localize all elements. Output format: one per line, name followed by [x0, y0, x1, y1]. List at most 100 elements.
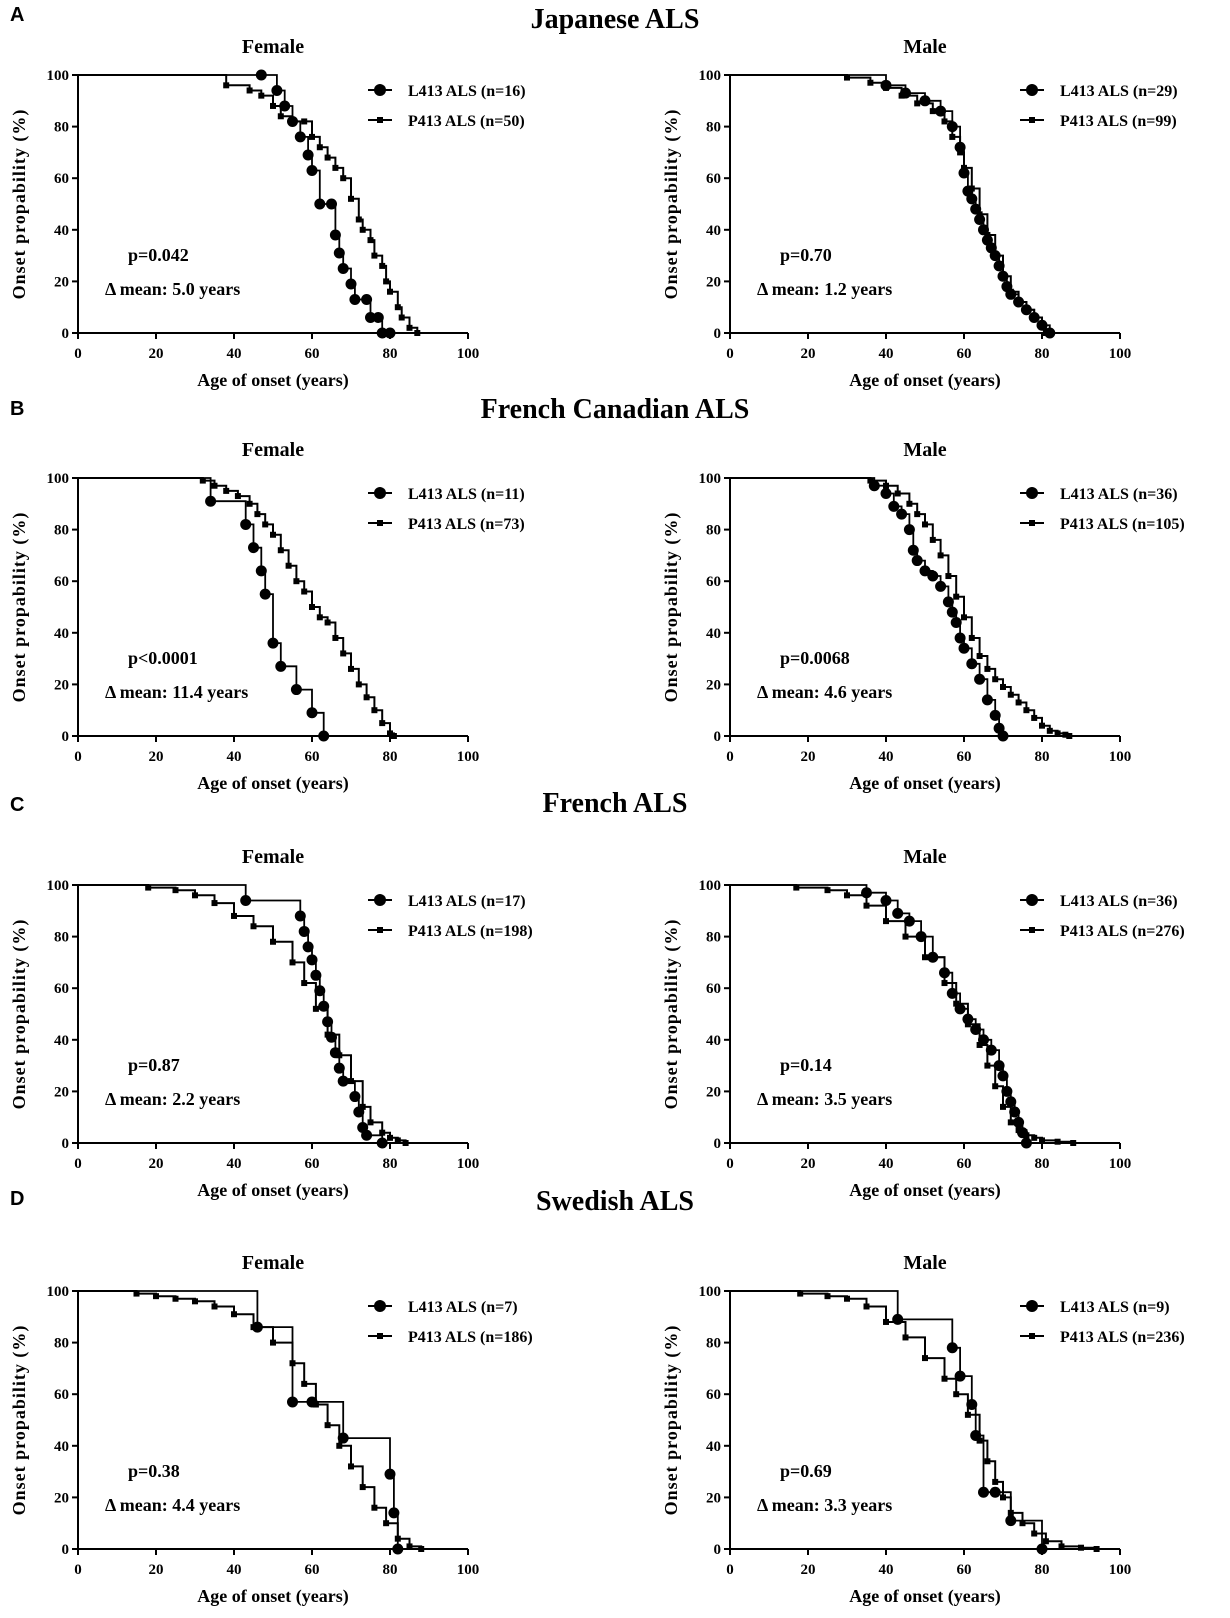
x-tick-label: 100 — [457, 346, 480, 362]
l413-marker — [896, 508, 908, 520]
p413-marker — [348, 665, 354, 672]
legend-marker-l413 — [374, 1300, 386, 1312]
p413-marker — [984, 665, 991, 672]
y-tick-label: 0 — [714, 729, 722, 745]
p413-marker — [402, 1140, 409, 1146]
p413-marker — [367, 1119, 374, 1126]
p413-marker — [937, 552, 944, 559]
x-tick-label: 60 — [305, 1562, 320, 1578]
x-tick-label: 100 — [1109, 1156, 1132, 1172]
p413-marker — [234, 493, 241, 500]
p413-marker — [992, 1478, 999, 1485]
l413-marker — [337, 263, 349, 274]
p413-marker — [964, 1021, 971, 1028]
p413-marker — [387, 1134, 393, 1141]
p413-marker — [883, 84, 889, 91]
p413-marker — [390, 733, 397, 739]
y-tick-label: 80 — [54, 523, 69, 539]
p413-marker — [394, 1535, 401, 1542]
km-curve-p413 — [730, 74, 1047, 333]
p413-marker — [262, 521, 269, 528]
y-tick-label: 20 — [54, 274, 69, 290]
legend-label-l413: L413 ALS (n=9) — [1060, 1299, 1170, 1316]
legend-label-l413: L413 ALS (n=17) — [408, 893, 526, 910]
p413-marker — [172, 1295, 179, 1302]
l413-marker — [1005, 1515, 1017, 1527]
l413-marker — [1020, 1137, 1032, 1149]
x-tick-label: 60 — [957, 749, 972, 765]
l413-marker — [970, 1023, 982, 1035]
legend-marker-l413 — [374, 487, 386, 499]
subplot-title: Male — [903, 439, 946, 461]
p413-marker — [968, 634, 975, 641]
p413-marker — [324, 619, 331, 626]
p413-marker — [976, 1437, 983, 1444]
l413-marker — [298, 925, 310, 937]
p413-marker — [1039, 322, 1045, 329]
p413-marker — [153, 1293, 159, 1300]
p413-marker — [293, 578, 300, 585]
y-tick-label: 40 — [54, 626, 69, 642]
y-tick-label: 0 — [714, 326, 722, 342]
p413-marker — [902, 933, 909, 940]
y-tick-label: 0 — [62, 1542, 70, 1558]
chart-c-female: Female 0 20 40 60 80 100 0 20 40 60 80 100 Age of ons… — [9, 846, 533, 1201]
subplot-title: Female — [242, 1252, 304, 1274]
p413-marker — [957, 149, 964, 156]
p413-marker — [145, 884, 152, 891]
y-tick-label: 20 — [706, 274, 721, 290]
p413-marker — [254, 511, 261, 518]
panel-letter-a: A — [10, 4, 25, 26]
legend-label-l413: L413 ALS (n=29) — [1060, 83, 1178, 100]
x-tick-label: 20 — [801, 749, 816, 765]
y-tick-label: 80 — [706, 930, 721, 946]
x-tick-label: 40 — [879, 749, 894, 765]
p413-marker — [312, 1401, 319, 1408]
p413-marker — [348, 1078, 354, 1085]
p413-marker — [992, 676, 999, 683]
y-tick-label: 100 — [699, 1284, 722, 1300]
y-tick-label: 60 — [54, 171, 69, 187]
p413-marker — [289, 959, 296, 966]
p413-marker — [359, 226, 366, 233]
l413-marker — [946, 606, 958, 618]
x-tick-label: 40 — [227, 1562, 242, 1578]
legend-label-l413: L413 ALS (n=7) — [408, 1299, 518, 1316]
l413-marker — [974, 673, 986, 685]
p413-marker — [270, 531, 276, 538]
y-axis-label: Onset propability (%) — [661, 512, 682, 703]
y-tick-label: 20 — [706, 1084, 721, 1100]
p413-marker — [894, 490, 901, 497]
p413-marker — [1070, 1140, 1077, 1146]
x-tick-label: 80 — [1035, 749, 1050, 765]
y-axis-label: Onset propability (%) — [9, 109, 30, 300]
l413-marker — [911, 555, 923, 567]
y-tick-label: 0 — [714, 1542, 722, 1558]
y-tick-label: 80 — [54, 930, 69, 946]
p-value-annotation: p<0.0001 — [128, 648, 198, 668]
legend-label-p413: P413 ALS (n=236) — [1060, 1329, 1185, 1346]
y-tick-label: 100 — [699, 68, 722, 84]
x-axis-label: Age of onset (years) — [197, 773, 348, 794]
x-tick-label: 20 — [801, 346, 816, 362]
p413-marker — [961, 164, 967, 171]
p413-marker — [1015, 699, 1022, 706]
p413-marker — [824, 1293, 831, 1300]
p413-marker — [984, 1062, 991, 1069]
x-tick-label: 0 — [74, 1562, 82, 1578]
x-tick-label: 0 — [726, 749, 734, 765]
y-tick-label: 80 — [54, 1336, 69, 1352]
l413-marker — [205, 495, 217, 507]
l413-marker — [279, 100, 291, 112]
y-axis-label: Onset propability (%) — [9, 919, 30, 1110]
l413-marker — [966, 658, 978, 670]
p413-marker — [387, 730, 393, 737]
p413-marker — [914, 100, 921, 107]
y-tick-label: 80 — [706, 120, 721, 136]
legend-label-p413: P413 ALS (n=105) — [1060, 516, 1185, 533]
p413-marker — [394, 1137, 401, 1144]
p413-marker — [1007, 1119, 1014, 1126]
p413-marker — [316, 144, 323, 151]
p413-marker — [398, 314, 405, 321]
l413-marker — [927, 570, 939, 582]
